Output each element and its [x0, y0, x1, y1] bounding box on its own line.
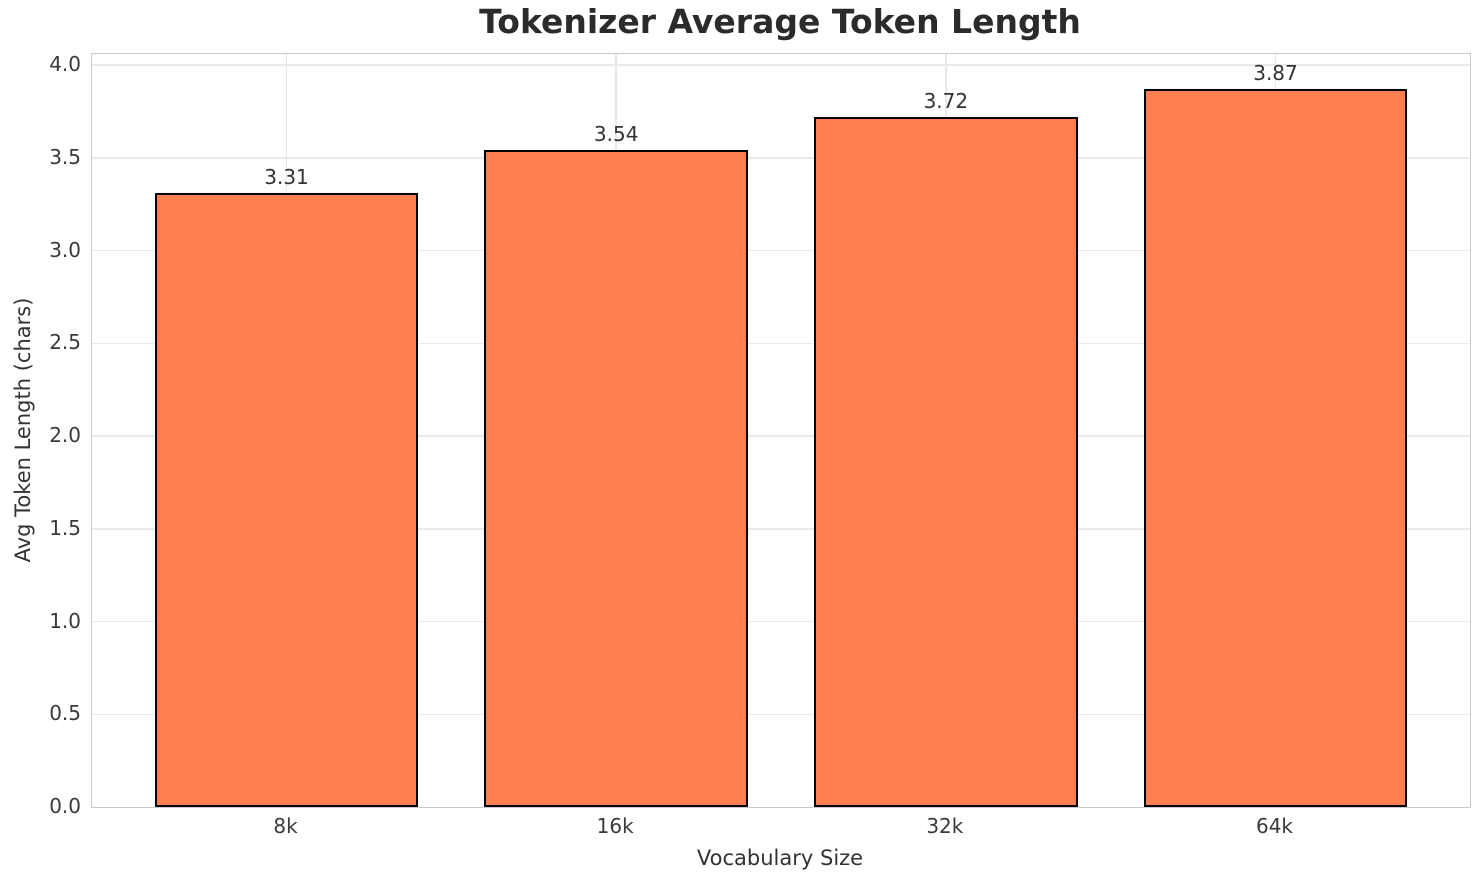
- chart-title: Tokenizer Average Token Length: [479, 2, 1081, 41]
- gridline-horizontal: [92, 157, 1470, 159]
- y-tick-label: 2.0: [49, 423, 81, 448]
- y-tick-label: 0.0: [49, 794, 81, 818]
- y-tick-label: 1.0: [49, 608, 81, 633]
- bar-32k: [813, 117, 1078, 807]
- x-tick-label: 16k: [596, 814, 634, 838]
- x-tick-label: 64k: [1255, 814, 1293, 838]
- bar-64k: [1143, 89, 1408, 807]
- bar-8k: [154, 193, 419, 807]
- bar-16k: [484, 150, 749, 807]
- y-tick-label: 4.0: [49, 52, 81, 77]
- bar-value-label: 3.31: [264, 165, 309, 190]
- y-tick-label: 3.5: [49, 144, 81, 169]
- y-tick-label: 0.5: [49, 701, 81, 726]
- bar-value-label: 3.87: [1253, 61, 1298, 86]
- y-tick-label: 2.5: [49, 330, 81, 355]
- y-tick-label: 1.5: [49, 515, 81, 540]
- x-tick-label: 32k: [926, 814, 964, 838]
- bar-value-label: 3.72: [923, 89, 969, 114]
- x-tick-label: 8k: [273, 814, 298, 838]
- x-axis-label: Vocabulary Size: [696, 846, 864, 870]
- y-tick-label: 3.0: [49, 237, 81, 262]
- gridline-horizontal: [92, 713, 1470, 716]
- bar-value-label: 3.54: [593, 122, 639, 147]
- gridline-horizontal: [92, 620, 1470, 623]
- gridline-horizontal: [92, 64, 1470, 66]
- gridline-horizontal: [92, 342, 1470, 345]
- plot-area: 3.31 3.54 3.72 3.87: [91, 53, 1471, 808]
- gridline-horizontal: [92, 249, 1470, 252]
- gridline-horizontal: [92, 528, 1470, 530]
- gridline-horizontal: [92, 435, 1470, 437]
